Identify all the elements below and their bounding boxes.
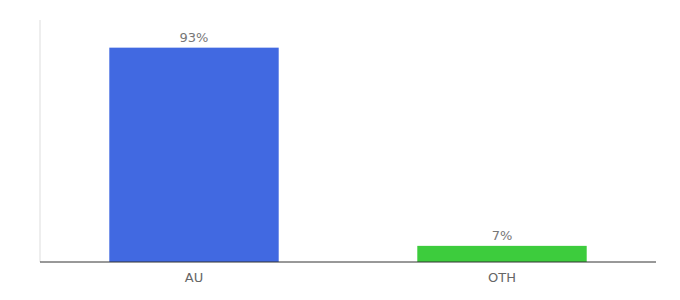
y-axis-line xyxy=(40,20,41,262)
bar xyxy=(109,48,278,262)
x-tick-label: AU xyxy=(185,270,203,285)
x-axis-line xyxy=(40,262,656,263)
bars xyxy=(109,48,586,262)
data-label: 7% xyxy=(492,228,513,243)
data-label: 93% xyxy=(180,30,209,45)
chart-svg: AU OTH 93% 7% xyxy=(0,0,680,300)
bar xyxy=(417,246,586,262)
x-tick-label: OTH xyxy=(488,270,516,285)
chart-container: AU OTH 93% 7% xyxy=(0,0,680,300)
